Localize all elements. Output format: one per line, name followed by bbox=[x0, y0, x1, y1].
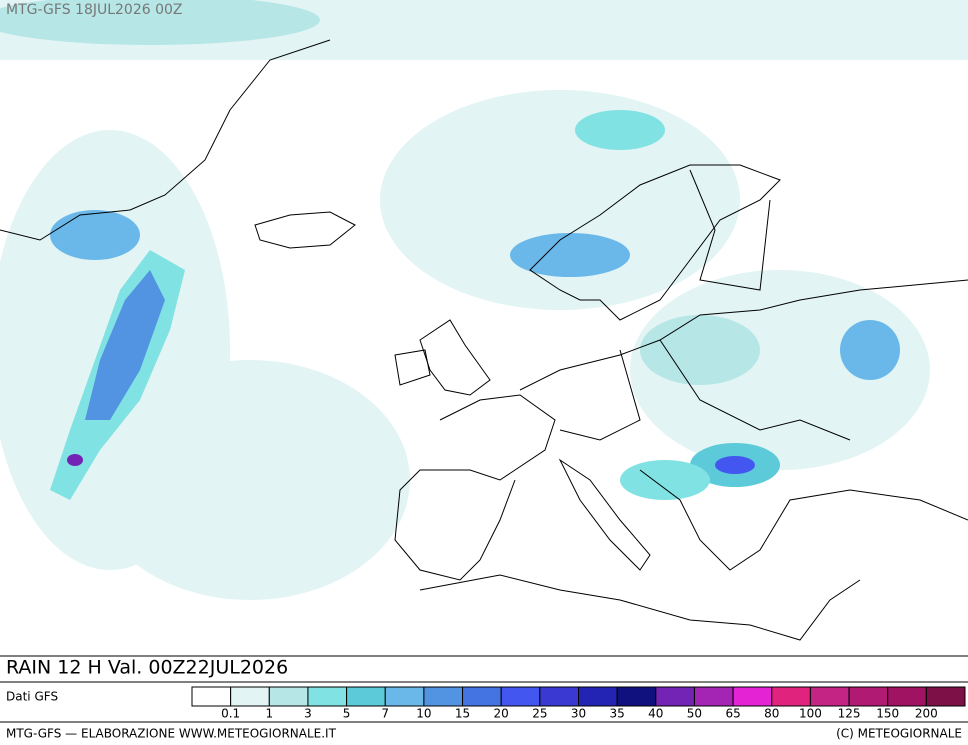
precip-area bbox=[840, 320, 900, 380]
legend-label: 40 bbox=[648, 707, 663, 721]
legend-swatch bbox=[809, 686, 850, 707]
legend-swatch bbox=[346, 686, 386, 707]
precip-area bbox=[715, 456, 755, 474]
legend-swatch bbox=[462, 686, 502, 707]
coastline bbox=[558, 458, 651, 571]
legend-swatch bbox=[268, 686, 309, 707]
coastlines bbox=[0, 39, 968, 641]
legend-label: 5 bbox=[343, 707, 351, 721]
legend-label: 50 bbox=[687, 707, 702, 721]
border bbox=[689, 169, 771, 291]
legend-label: 7 bbox=[381, 707, 389, 721]
legend-swatch bbox=[578, 686, 618, 707]
legend-swatch bbox=[307, 686, 348, 707]
legend-swatch bbox=[693, 686, 734, 707]
legend-label: 200 bbox=[915, 707, 938, 721]
map-title: RAIN 12 H Val. 00Z22JUL2026 bbox=[6, 657, 288, 679]
legend-label: 25 bbox=[532, 707, 547, 721]
legend-label: 35 bbox=[610, 707, 625, 721]
precip-area bbox=[380, 90, 740, 310]
coastline bbox=[394, 349, 431, 386]
legend-swatch bbox=[925, 686, 966, 707]
footer-left: MTG-GFS — ELABORAZIONE WWW.METEOGIORNALE… bbox=[6, 727, 337, 741]
footer-right: (C) METEOGIORNALE bbox=[836, 727, 962, 741]
legend-label: 1 bbox=[265, 707, 273, 721]
legend-swatch bbox=[887, 686, 927, 707]
legend-swatch bbox=[732, 686, 773, 707]
legend-label: 10 bbox=[416, 707, 431, 721]
precip-area bbox=[67, 454, 83, 466]
precip-field bbox=[0, 0, 968, 600]
legend-swatch bbox=[655, 686, 695, 707]
legend-swatch bbox=[500, 686, 541, 707]
legend-label: 125 bbox=[838, 707, 861, 721]
coastline bbox=[519, 279, 968, 391]
legend-label: 3 bbox=[304, 707, 312, 721]
legend-label: 150 bbox=[876, 707, 899, 721]
legend-label: 0.1 bbox=[221, 707, 240, 721]
legend-label: 100 bbox=[799, 707, 822, 721]
legend-swatch bbox=[230, 686, 270, 707]
legend-label: 65 bbox=[725, 707, 740, 721]
legend-swatch bbox=[848, 686, 889, 707]
coastline bbox=[254, 211, 356, 249]
coastline bbox=[639, 469, 968, 571]
legend-swatch bbox=[539, 686, 579, 707]
precip-area bbox=[510, 233, 630, 277]
legend: 0.1 1 3 5 7 10 15 20 25 30 35 40 50 65 80 100 125 150 200 bbox=[191, 686, 966, 721]
legend-label: 80 bbox=[764, 707, 779, 721]
legend-swatch bbox=[191, 686, 232, 707]
legend-swatch bbox=[384, 686, 425, 707]
border bbox=[659, 339, 851, 441]
precip-area bbox=[620, 460, 710, 500]
coastline bbox=[0, 39, 331, 241]
precip-area bbox=[0, 0, 320, 45]
precip-area bbox=[575, 110, 665, 150]
coastline bbox=[419, 319, 491, 396]
run-label: MTG-GFS 18JUL2026 00Z bbox=[6, 2, 183, 18]
map: MTG-GFS 18JUL2026 00Z bbox=[0, 0, 968, 641]
precip-area bbox=[85, 270, 165, 420]
legend-label: 15 bbox=[455, 707, 470, 721]
precip-area bbox=[50, 210, 140, 260]
coastline bbox=[419, 574, 861, 641]
legend-swatch bbox=[616, 686, 657, 707]
legend-label: 20 bbox=[494, 707, 509, 721]
border bbox=[559, 349, 641, 441]
coastline bbox=[394, 394, 556, 581]
legend-label: 30 bbox=[571, 707, 586, 721]
legend-swatch bbox=[771, 686, 811, 707]
coastline bbox=[529, 164, 781, 321]
legend-swatch bbox=[423, 686, 464, 707]
source-label: Dati GFS bbox=[6, 690, 58, 704]
precip-area bbox=[90, 360, 410, 600]
precip-area bbox=[640, 315, 760, 385]
